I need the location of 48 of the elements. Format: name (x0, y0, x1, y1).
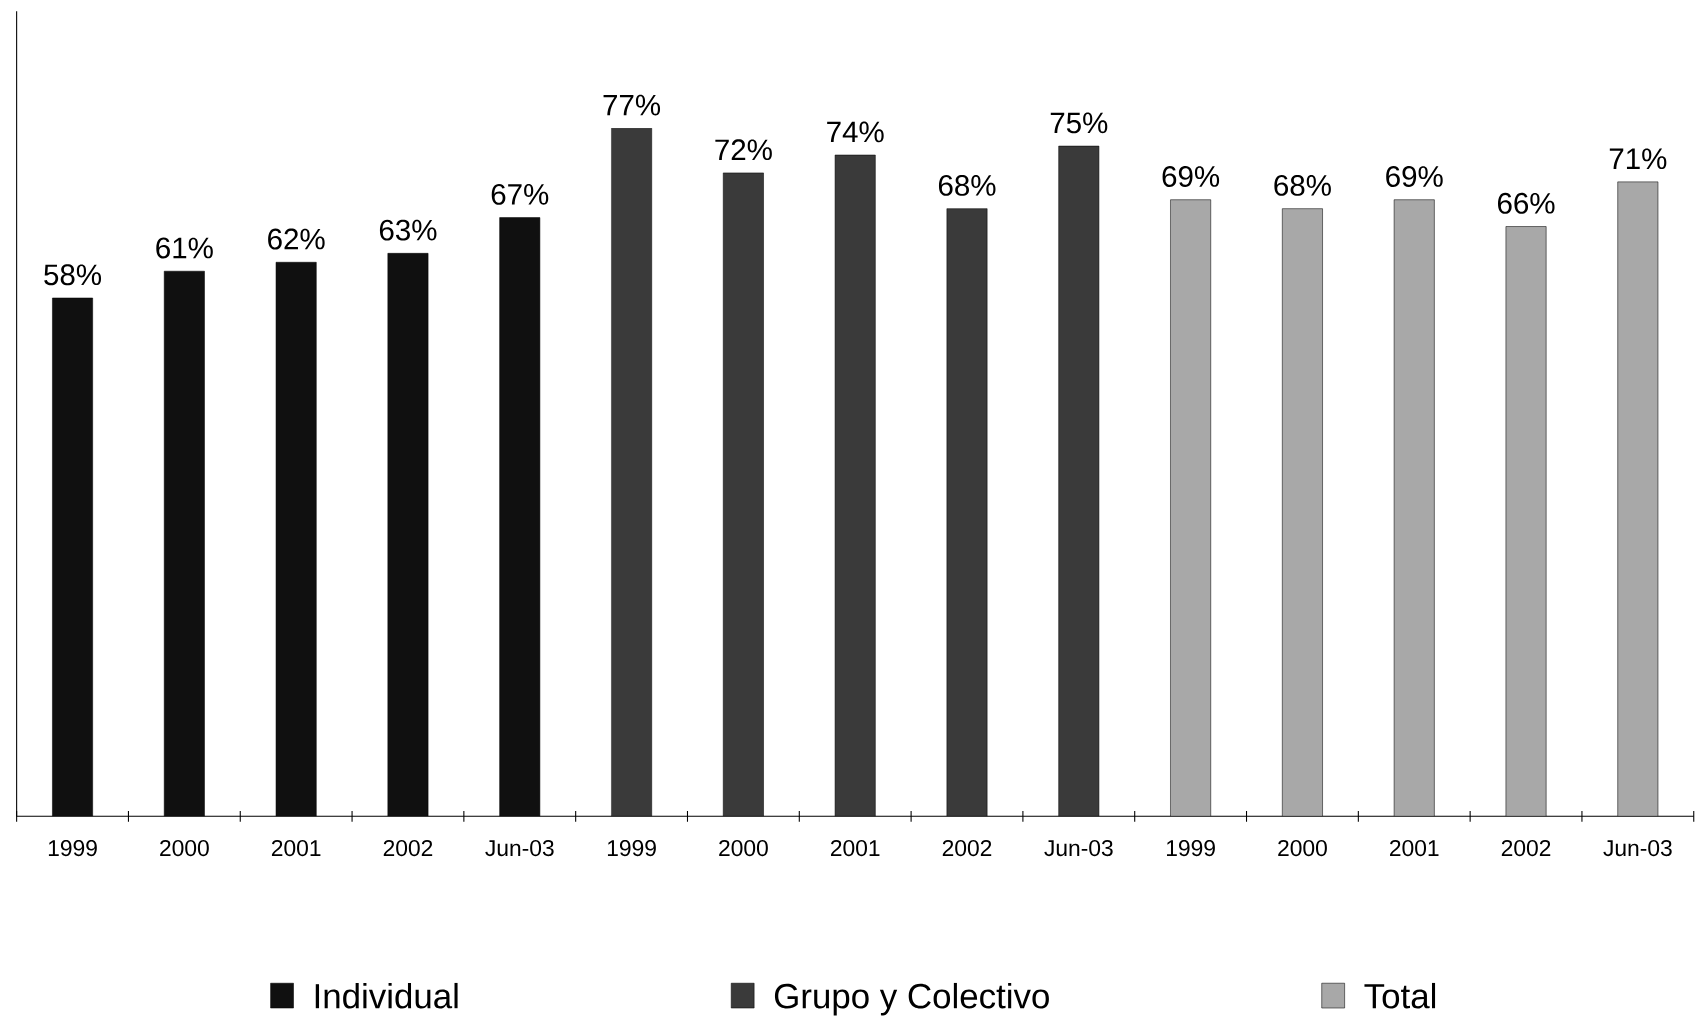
x-tick-label: 2001 (271, 839, 321, 856)
x-tick-label: 1999 (607, 839, 656, 856)
legend-label: Total (1364, 982, 1436, 1009)
x-tick-label: 1999 (1167, 839, 1215, 856)
data-label: 74% (827, 121, 884, 143)
bar (722, 172, 764, 817)
bar (946, 208, 988, 817)
x-tick-label: Jun-03 (485, 839, 554, 856)
x-tick-label: 2000 (1278, 839, 1327, 856)
data-label: 63% (379, 219, 437, 241)
data-label: 69% (1386, 165, 1443, 187)
data-label: 77% (603, 94, 661, 116)
bar (499, 217, 541, 817)
x-tick-label: 2001 (1390, 839, 1439, 856)
data-label: 62% (268, 228, 325, 250)
data-label: 68% (1274, 174, 1331, 196)
bar (163, 270, 205, 817)
data-label: 58% (44, 264, 102, 286)
x-tick-label: 2002 (383, 839, 433, 856)
x-tick-label: 2000 (719, 839, 768, 856)
data-label: 72% (715, 139, 772, 160)
data-label: 67% (491, 183, 549, 205)
x-tick-label: Jun-03 (1603, 839, 1672, 856)
data-label: 75% (1050, 112, 1108, 134)
bar (1617, 181, 1659, 817)
bar (1393, 199, 1435, 817)
data-label: 61% (156, 237, 213, 259)
bar (1282, 208, 1323, 817)
bar (1170, 199, 1212, 817)
bar (1058, 145, 1100, 817)
x-tick-label: 2002 (942, 839, 992, 856)
data-label: 68% (938, 174, 996, 196)
x-tick-label: Jun-03 (1044, 839, 1113, 856)
x-tick-label: 1999 (48, 839, 97, 856)
bar (611, 127, 652, 817)
x-tick-label: 2001 (830, 839, 880, 856)
x-tick-label: 2002 (1501, 839, 1551, 856)
data-label: 66% (1498, 192, 1555, 214)
data-label: 69% (1162, 165, 1220, 187)
x-tick-label: 2000 (160, 839, 209, 856)
bar (834, 154, 876, 817)
bar (275, 261, 317, 817)
legend-label: Grupo y Colectivo (774, 982, 1049, 1016)
bar (1505, 226, 1547, 817)
legend-label: Individual (315, 982, 458, 1009)
bar (52, 297, 93, 817)
data-label: 71% (1609, 148, 1667, 169)
bar (387, 252, 429, 817)
